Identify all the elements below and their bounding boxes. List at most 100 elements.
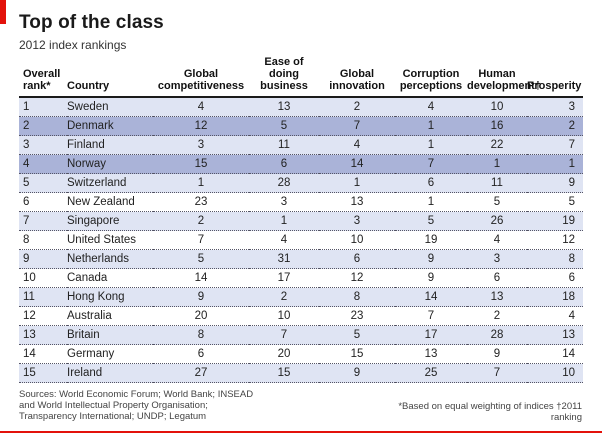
cell-rank: 5: [19, 173, 67, 193]
cell-human-development: 16: [467, 116, 527, 136]
table-row: 3 Finland 3 11 4 1 22 7: [19, 135, 583, 155]
cell-ease-of-doing-business: 17: [249, 268, 319, 288]
cell-global-competitiveness: 8: [153, 325, 249, 345]
rankings-table: Overall rank* Country Global competitive…: [19, 54, 583, 383]
cell-human-development: 3: [467, 249, 527, 269]
table-row: 7 Singapore 2 1 3 5 26 19: [19, 211, 583, 231]
cell-human-development: 13: [467, 287, 527, 307]
cell-ease-of-doing-business: 28: [249, 173, 319, 193]
table-row: 1 Sweden 4 13 2 4 10 3: [19, 97, 583, 117]
cell-corruption-perceptions: 6: [395, 173, 467, 193]
cell-corruption-perceptions: 1: [395, 192, 467, 212]
cell-ease-of-doing-business: 4: [249, 230, 319, 250]
cell-global-innovation: 13: [319, 192, 395, 212]
cell-global-innovation: 15: [319, 344, 395, 364]
cell-global-innovation: 4: [319, 135, 395, 155]
cell-global-innovation: 12: [319, 268, 395, 288]
cell-ease-of-doing-business: 7: [249, 325, 319, 345]
cell-human-development: 2: [467, 306, 527, 326]
cell-human-development: 7: [467, 363, 527, 383]
cell-corruption-perceptions: 5: [395, 211, 467, 231]
cell-global-competitiveness: 12: [153, 116, 249, 136]
cell-country: Finland: [67, 135, 153, 155]
cell-country: Switzerland: [67, 173, 153, 193]
cell-corruption-perceptions: 19: [395, 230, 467, 250]
cell-ease-of-doing-business: 11: [249, 135, 319, 155]
cell-country: United States: [67, 230, 153, 250]
cell-prosperity: 4: [527, 306, 583, 326]
cell-global-competitiveness: 27: [153, 363, 249, 383]
page-subtitle: 2012 index rankings: [19, 38, 127, 52]
cell-rank: 15: [19, 363, 67, 383]
cell-human-development: 11: [467, 173, 527, 193]
cell-country: Norway: [67, 154, 153, 174]
table-row: 9 Netherlands 5 31 6 9 3 8: [19, 249, 583, 269]
cell-ease-of-doing-business: 10: [249, 306, 319, 326]
cell-rank: 12: [19, 306, 67, 326]
cell-prosperity: 7: [527, 135, 583, 155]
footnotes: *Based on equal weighting of indices †20…: [398, 401, 582, 423]
col-header-prosperity: Prosperity: [527, 54, 583, 98]
cell-prosperity: 9: [527, 173, 583, 193]
cell-corruption-perceptions: 25: [395, 363, 467, 383]
cell-rank: 6: [19, 192, 67, 212]
cell-country: Singapore: [67, 211, 153, 231]
cell-global-competitiveness: 20: [153, 306, 249, 326]
cell-human-development: 10: [467, 97, 527, 117]
cell-corruption-perceptions: 1: [395, 135, 467, 155]
cell-human-development: 6: [467, 268, 527, 288]
cell-prosperity: 12: [527, 230, 583, 250]
cell-human-development: 28: [467, 325, 527, 345]
cell-global-innovation: 14: [319, 154, 395, 174]
cell-global-innovation: 5: [319, 325, 395, 345]
cell-rank: 4: [19, 154, 67, 174]
cell-global-innovation: 23: [319, 306, 395, 326]
cell-human-development: 22: [467, 135, 527, 155]
accent-bar: [0, 0, 6, 24]
table-row: 10 Canada 14 17 12 9 6 6: [19, 268, 583, 288]
cell-global-innovation: 2: [319, 97, 395, 117]
table-row: 2 Denmark 12 5 7 1 16 2: [19, 116, 583, 136]
cell-country: Netherlands: [67, 249, 153, 269]
cell-human-development: 9: [467, 344, 527, 364]
cell-global-competitiveness: 7: [153, 230, 249, 250]
cell-ease-of-doing-business: 2: [249, 287, 319, 307]
cell-corruption-perceptions: 7: [395, 154, 467, 174]
cell-global-innovation: 3: [319, 211, 395, 231]
cell-ease-of-doing-business: 31: [249, 249, 319, 269]
col-header-rank: Overall rank*: [19, 54, 67, 98]
cell-corruption-perceptions: 4: [395, 97, 467, 117]
cell-ease-of-doing-business: 20: [249, 344, 319, 364]
cell-ease-of-doing-business: 13: [249, 97, 319, 117]
cell-global-innovation: 8: [319, 287, 395, 307]
table-row: 15 Ireland 27 15 9 25 7 10: [19, 363, 583, 383]
cell-country: Canada: [67, 268, 153, 288]
cell-ease-of-doing-business: 6: [249, 154, 319, 174]
cell-prosperity: 14: [527, 344, 583, 364]
table-row: 12 Australia 20 10 23 7 2 4: [19, 306, 583, 326]
cell-global-competitiveness: 23: [153, 192, 249, 212]
cell-prosperity: 8: [527, 249, 583, 269]
cell-human-development: 1: [467, 154, 527, 174]
table-row: 14 Germany 6 20 15 13 9 14: [19, 344, 583, 364]
cell-ease-of-doing-business: 1: [249, 211, 319, 231]
cell-corruption-perceptions: 1: [395, 116, 467, 136]
cell-global-competitiveness: 5: [153, 249, 249, 269]
page-title: Top of the class: [19, 12, 164, 33]
cell-rank: 14: [19, 344, 67, 364]
col-header-human-development: Human development†: [467, 54, 541, 98]
cell-country: Sweden: [67, 97, 153, 117]
cell-country: Denmark: [67, 116, 153, 136]
cell-corruption-perceptions: 17: [395, 325, 467, 345]
cell-global-innovation: 9: [319, 363, 395, 383]
cell-human-development: 4: [467, 230, 527, 250]
table-row: 5 Switzerland 1 28 1 6 11 9: [19, 173, 583, 193]
sources-note: Sources: World Economic Forum; World Ban…: [19, 389, 254, 422]
cell-rank: 11: [19, 287, 67, 307]
cell-corruption-perceptions: 9: [395, 249, 467, 269]
cell-country: Ireland: [67, 363, 153, 383]
cell-country: Germany: [67, 344, 153, 364]
cell-rank: 8: [19, 230, 67, 250]
cell-corruption-perceptions: 14: [395, 287, 467, 307]
